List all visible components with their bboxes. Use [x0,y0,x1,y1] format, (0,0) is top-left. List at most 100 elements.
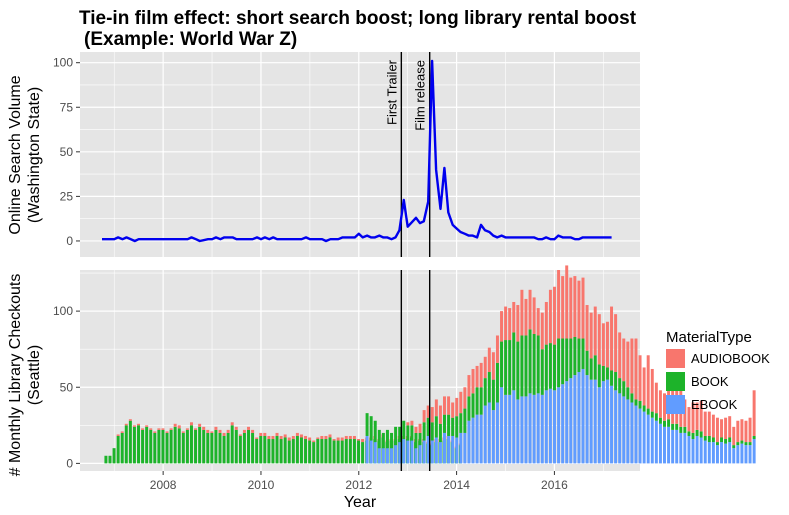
bar-ebook [418,445,422,464]
bar-book [153,432,157,464]
bar-book [104,455,108,464]
bar-book [748,442,752,446]
bar-book [654,413,658,421]
bar-book [561,338,565,385]
bar-ebook [463,432,467,464]
bar-ebook [434,437,438,464]
bar-audiobook [724,417,728,440]
bar-audiobook [251,429,255,433]
bar-book [177,428,181,464]
bar-ebook [524,396,528,464]
bar-audiobook [691,402,695,433]
bar-ebook [569,378,573,464]
search-panel-background [80,52,640,257]
bar-ebook [675,429,679,464]
bar-ebook [715,445,719,464]
bar-audiobook [500,311,504,342]
bar-audiobook [263,432,267,436]
bar-book [593,355,597,380]
bar-audiobook [218,429,222,433]
bar-book [736,442,740,446]
bar-book [398,426,402,443]
bar-audiobook [247,426,250,430]
checkouts-panel: 0 50 100 [53,265,756,471]
bar-audiobook [430,407,434,423]
bar-book [422,422,426,441]
bar-audiobook [553,286,556,345]
bar-book [658,417,662,424]
bar-ebook [752,439,756,464]
bar-book [137,425,140,464]
bar-audiobook [557,270,561,339]
bar-ebook [500,387,504,464]
bar-book [675,423,679,430]
bar-book [283,437,287,464]
bar-book [402,420,406,440]
bar-ebook [406,440,410,464]
bar-book [565,338,569,382]
bar-audiobook [271,435,275,440]
bar-book [695,429,699,436]
bar-audiobook [340,437,344,441]
bar-book [279,439,283,464]
bar-audiobook [357,439,360,441]
bar-book [626,387,630,400]
bar-audiobook [324,435,328,440]
bar-book [430,422,434,441]
bar-audiobook [610,306,614,371]
checkouts-panel-y-axis: 0 50 100 [53,304,80,470]
bar-book [720,437,724,443]
bar-ebook [691,439,695,464]
bar-ebook [430,440,434,464]
bar-audiobook [426,405,430,418]
bar-audiobook [287,437,291,441]
bar-ebook [483,405,487,464]
bar-book [597,364,601,388]
bar-ebook [618,393,622,464]
bar-audiobook [459,391,463,414]
bar-ebook [642,411,646,464]
bar-ebook [475,414,479,464]
bar-book [426,417,430,436]
checkouts-y-axis-title-line1: # Monthly Library Checkouts [7,274,24,477]
bar-book [299,437,303,464]
legend-label: AUDIOBOOK [691,351,770,366]
bar-audiobook [283,434,287,438]
bar-audiobook [230,422,234,426]
bar-book [173,426,177,464]
bar-audiobook [732,426,736,446]
bar-book [230,425,234,464]
bar-book [663,420,666,427]
search-y-tick-label: 0 [66,234,73,248]
bar-book [605,367,609,380]
bar-book [728,437,732,443]
bar-ebook [728,442,732,464]
bar-audiobook [626,341,630,388]
x-axis: 2008 2010 2012 2014 2016 [150,471,568,492]
bar-book [508,340,512,395]
bar-book [553,344,556,391]
bar-audiobook [255,437,259,440]
bar-book [222,435,226,464]
bar-book [381,432,385,449]
bar-book [251,432,255,464]
bar-audiobook [434,399,438,417]
bar-audiobook [663,393,666,421]
bar-ebook [593,379,597,464]
search-y-axis-title-line1: Online Search Volume [7,75,24,234]
bar-audiobook [622,338,626,382]
bar-ebook [699,437,703,464]
bar-audiobook [467,375,471,397]
bar-audiobook [646,355,650,409]
bar-audiobook [687,407,691,432]
bar-audiobook [344,435,348,440]
search-y-tick-label: 50 [60,145,74,159]
bar-ebook [377,448,381,464]
bar-audiobook [703,411,707,436]
checkouts-y-axis-title-line2: (Seattle) [26,345,43,405]
bar-ebook [589,379,593,464]
bar-audiobook [577,280,581,339]
bar-audiobook [410,420,414,426]
bar-book [165,432,169,464]
bar-ebook [414,448,418,464]
